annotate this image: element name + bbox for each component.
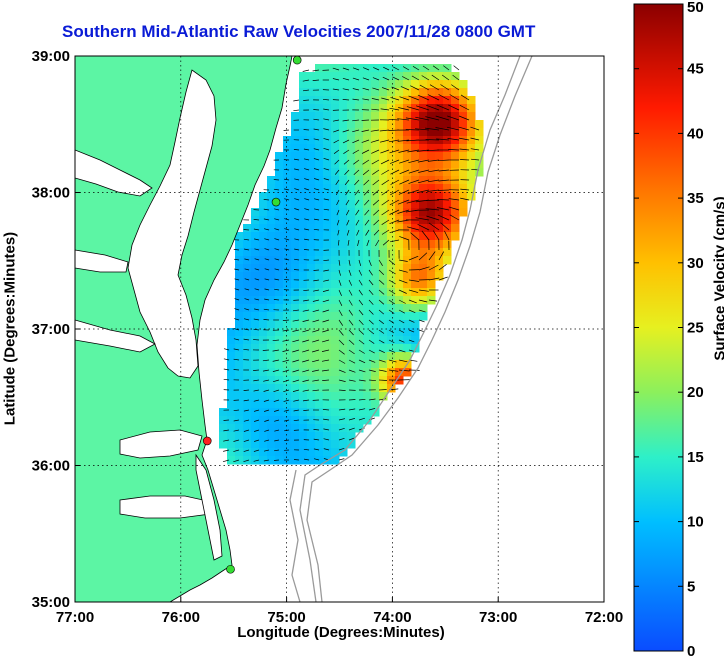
colorbar-tick-label: 45	[687, 61, 704, 78]
colorbar-tick-label: 25	[687, 320, 704, 337]
colorbar-tick-label: 35	[687, 190, 704, 207]
x-tick-label: 77:00	[56, 609, 94, 626]
axis-ticks: 77:00 76:00 75:00 74:00 73:00 72:00 39:00 38:00…	[32, 48, 624, 626]
y-tick-label: 38:00	[32, 185, 70, 202]
colorbar-tick-label: 10	[687, 514, 704, 531]
colorbar-tick-label: 40	[687, 125, 704, 142]
x-axis-label: Longitude (Degrees:Minutes)	[237, 624, 445, 641]
colorbar-tick-label: 30	[687, 255, 704, 272]
y-tick-label: 37:00	[32, 321, 70, 338]
chesapeake-bay	[75, 69, 223, 561]
x-tick-label: 72:00	[585, 609, 623, 626]
station-marker	[226, 564, 235, 574]
colorbar-tick-label: 0	[687, 643, 695, 659]
gridlines	[75, 56, 604, 602]
y-tick-label: 35:00	[32, 594, 70, 611]
figure-title: Southern Mid-Atlantic Raw Velocities 200…	[0, 20, 724, 50]
x-tick-label: 73:00	[479, 609, 517, 626]
radar-stations	[202, 56, 302, 574]
title-text: Southern Mid-Atlantic Raw Velocities 200…	[62, 22, 536, 41]
station-marker	[292, 56, 302, 65]
colorbar-label: Surface Velocity (cm/s)	[711, 196, 724, 361]
y-axis-label: Latitude (Degrees:Minutes)	[1, 231, 19, 426]
y-tick-label: 36:00	[32, 458, 70, 475]
y-tick-label: 39:00	[32, 48, 70, 65]
colorbar-tick-label: 20	[687, 384, 704, 401]
colorbar	[633, 3, 684, 652]
station-marker	[271, 197, 281, 207]
station-marker	[202, 436, 212, 446]
colorbar-ticks: 0 5 10 15 20 25 30 35 40 45 50	[634, 0, 704, 659]
colorbar-tick-label: 50	[687, 0, 704, 16]
bathymetry-contours	[289, 56, 533, 602]
x-tick-label: 75:00	[267, 609, 305, 626]
x-tick-label: 76:00	[162, 609, 200, 626]
colorbar-tick-label: 5	[687, 578, 695, 595]
colorbar-tick-label: 15	[687, 449, 704, 466]
x-tick-label: 74:00	[373, 609, 411, 626]
velocity-field	[219, 64, 484, 465]
